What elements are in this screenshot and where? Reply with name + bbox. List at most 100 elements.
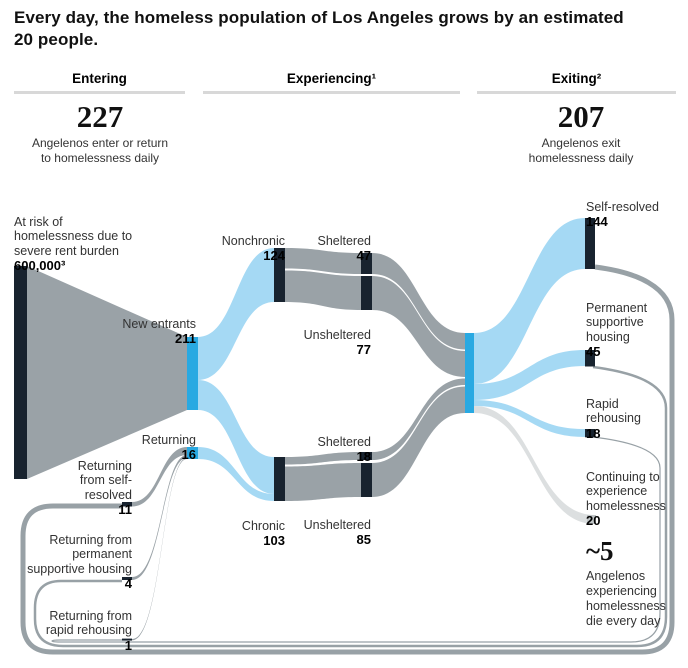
- label-returning-psh: Returning from permanent supportive hous…: [2, 518, 132, 606]
- label-self-resolved: Self-resolved 144: [586, 185, 686, 244]
- label-sheltered-chronic: Sheltered 18: [271, 420, 371, 479]
- flow-rapid-return-to-returning: [132, 458, 187, 641]
- flow-new-entrants-to-chronic: [198, 380, 274, 494]
- entering-stat-caption: Angelenos enter or return to homelessnes…: [31, 136, 169, 165]
- label-nonchronic: Nonchronic 124: [185, 219, 285, 278]
- label-self-resolved-text: Self-resolved: [586, 199, 659, 214]
- label-returning-self-resolved-value: 11: [118, 502, 132, 517]
- column-header-exiting: Exiting²: [551, 71, 602, 86]
- exiting-stat-value: 207: [557, 99, 605, 134]
- label-unsheltered-nonchronic-text: Unsheltered: [303, 327, 371, 342]
- exiting-stat: 207 Angelenos exit homelessness daily: [498, 100, 664, 165]
- flow-exits-to-continuing: [474, 406, 595, 524]
- label-rapid-rehousing-text: Rapid rehousing: [586, 396, 641, 426]
- label-returning-self-resolved-text: Returning from self- resolved: [77, 458, 132, 502]
- node-continuing-endcap: [587, 515, 596, 524]
- deaths-stat: ~5 Angelenos experiencing homelessness d…: [586, 536, 688, 629]
- label-self-resolved-value: 144: [586, 214, 608, 229]
- flow-returning-to-chronic: [198, 447, 274, 501]
- label-chronic: Chronic 103: [185, 504, 285, 563]
- label-returning-value: 16: [181, 447, 196, 462]
- label-continuing-text: Continuing to experience homelessness: [586, 469, 666, 513]
- flow-at-risk-to-new-entrants: [27, 266, 187, 479]
- label-psh: Permanent supportive housing 45: [586, 286, 686, 374]
- node-returning-from-self-resolved: [122, 502, 132, 507]
- label-psh-value: 45: [586, 344, 601, 359]
- label-returning-psh-text: Returning from permanent supportive hous…: [27, 532, 132, 576]
- node-self-resolved: [585, 218, 595, 269]
- flow-exits-to-psh: [474, 350, 585, 400]
- label-sheltered-chronic-text: Sheltered: [317, 434, 371, 449]
- label-psh-text: Permanent supportive housing: [586, 300, 648, 344]
- label-unsheltered-nonchronic: Unsheltered 77: [271, 313, 371, 372]
- node-returning-from-psh: [122, 577, 132, 580]
- label-returning-rapid-text: Returning from rapid rehousing: [45, 608, 132, 638]
- flow-nonchronic-to-sheltered: [285, 248, 361, 274]
- label-returning-text: Returning: [141, 432, 196, 447]
- node-new-entrants: [187, 337, 198, 410]
- node-rapid-rehousing: [585, 429, 595, 438]
- node-returning: [187, 447, 198, 459]
- label-sheltered-nonchronic-text: Sheltered: [317, 233, 371, 248]
- label-returning-rapid: Returning from rapid rehousing 1: [22, 594, 132, 667]
- flow-unsheltered85-to-exits: [372, 386, 465, 497]
- page-title: Every day, the homeless population of Lo…: [14, 8, 624, 49]
- experiencing-header-rule: [203, 91, 460, 94]
- entering-header-rule: [14, 91, 185, 94]
- label-sheltered-nonchronic: Sheltered 47: [271, 219, 371, 278]
- label-nonchronic-text: Nonchronic: [221, 233, 285, 248]
- column-header-experiencing: Experiencing¹: [286, 71, 377, 86]
- exiting-header-rule: [477, 91, 676, 94]
- label-unsheltered-nonchronic-value: 77: [356, 342, 371, 357]
- loop-self-resolved-return: [20, 264, 675, 655]
- loop-psh-return: [33, 365, 668, 648]
- label-rapid-rehousing: Rapid rehousing 18: [586, 382, 686, 455]
- label-at-risk-text: At risk of homelessness due to severe re…: [14, 214, 133, 258]
- node-exits-junction: [465, 333, 474, 413]
- label-at-risk-value: 600,000³: [14, 258, 66, 273]
- label-unsheltered-chronic-text: Unsheltered: [303, 517, 371, 532]
- label-new-entrants-text: New entrants: [122, 316, 196, 331]
- label-sheltered-nonchronic-value: 47: [356, 248, 371, 263]
- flow-self-resolved-return-to-returning: [132, 447, 187, 507]
- node-nonchronic: [274, 248, 285, 302]
- node-sheltered-nonchronic: [361, 253, 372, 274]
- node-psh: [585, 350, 595, 367]
- node-unsheltered-chronic: [361, 463, 372, 497]
- entering-stat: 227 Angelenos enter or return to homeles…: [20, 100, 180, 165]
- label-continuing: Continuing to experience homelessness 20: [586, 455, 686, 543]
- label-chronic-text: Chronic: [241, 518, 285, 533]
- node-at-risk: [14, 266, 27, 479]
- label-continuing-value: 20: [586, 513, 601, 528]
- deaths-stat-value: ~5: [586, 536, 614, 566]
- loop-rapid-rehousing-return: [51, 436, 661, 643]
- flow-nonchronic-to-unsheltered: [285, 270, 361, 310]
- label-returning-rapid-value: 1: [124, 637, 132, 653]
- label-returning: Returning 16: [76, 418, 196, 477]
- node-sheltered-chronic: [361, 452, 372, 460]
- entering-stat-value: 227: [76, 99, 124, 134]
- label-nonchronic-value: 124: [263, 248, 285, 263]
- label-rapid-rehousing-value: 18: [586, 425, 601, 441]
- label-returning-psh-value: 4: [124, 576, 132, 591]
- label-unsheltered-chronic: Unsheltered 85: [271, 503, 371, 562]
- flow-exits-to-self-resolved: [474, 218, 585, 384]
- flow-exits-to-rapid-rehousing: [474, 400, 585, 437]
- label-returning-self-resolved: Returning from self- resolved 11: [22, 444, 132, 532]
- label-new-entrants: New entrants 211: [76, 302, 196, 361]
- flow-new-entrants-to-nonchronic: [198, 248, 274, 380]
- column-header-entering: Entering: [72, 71, 127, 86]
- label-chronic-value: 103: [263, 533, 285, 548]
- flow-chronic-to-sheltered: [285, 452, 361, 465]
- label-new-entrants-value: 211: [175, 331, 196, 346]
- node-unsheltered-nonchronic: [361, 276, 372, 310]
- flow-sheltered47-to-exits: [372, 253, 465, 350]
- label-sheltered-chronic-value: 18: [356, 449, 371, 464]
- label-unsheltered-chronic-value: 85: [356, 532, 371, 547]
- deaths-stat-caption: Angelenos experiencing homelessness die …: [586, 569, 666, 628]
- flow-chronic-to-unsheltered: [285, 463, 361, 501]
- node-returning-from-rapid-rehousing: [122, 638, 132, 641]
- flow-sheltered18-to-exits: [372, 378, 465, 460]
